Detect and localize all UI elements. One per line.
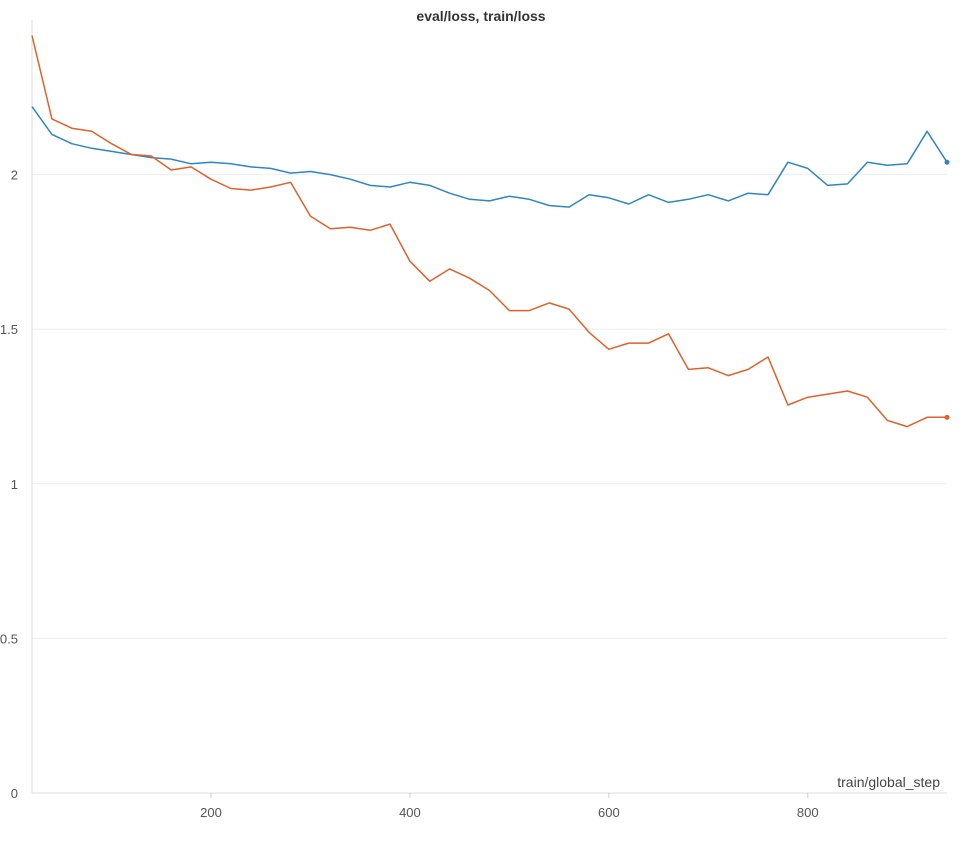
axis-layer: 0 0.5 1 1.5 2 200 400 600 800 — [0, 20, 947, 820]
series-layer — [31, 35, 950, 428]
series-end-point-1 — [944, 414, 950, 420]
y-tick-label: 2 — [11, 168, 18, 183]
chart-title: eval/loss, train/loss — [416, 8, 546, 24]
y-tick-label: 0.5 — [0, 631, 18, 646]
x-tick-label: 200 — [200, 805, 222, 820]
series-line-0 — [31, 106, 948, 208]
x-axis-title: train/global_step — [837, 774, 940, 790]
series-end-point-0 — [944, 159, 950, 165]
x-tick-label: 600 — [598, 805, 620, 820]
x-tick-label: 800 — [797, 805, 819, 820]
y-tick-label: 1.5 — [0, 322, 18, 337]
x-tick-label: 400 — [399, 805, 421, 820]
series-line-1 — [31, 35, 947, 428]
grid-layer — [32, 174, 947, 639]
y-tick-label: 0 — [11, 786, 18, 801]
y-tick-label: 1 — [11, 477, 18, 492]
